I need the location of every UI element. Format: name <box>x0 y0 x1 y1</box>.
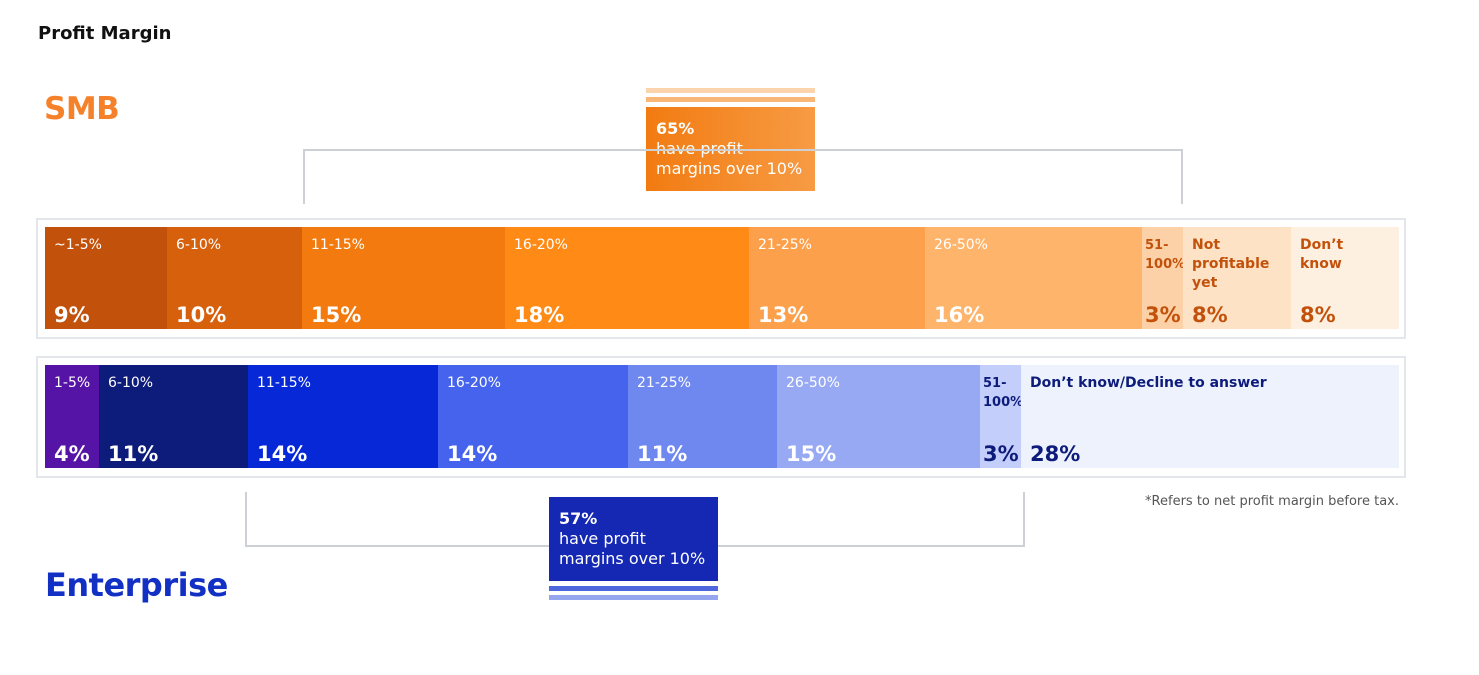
smb-segment-label: Not profitable yet <box>1192 237 1270 291</box>
enterprise-bar-row: 1-5% 4% 6-10% 11% 11-15% 14% 16-20% 14% 21-25% 11… <box>45 365 1399 468</box>
smb-bar-row: ~1-5% 9% 6-10% 10% 11-15% 15% 16-20% 18% 21-25% 1… <box>45 227 1399 329</box>
smb-segment: 21-25% 13% <box>749 227 925 329</box>
enterprise-segment-value: 28% <box>1030 442 1081 466</box>
smb-segment-label: 11-15% <box>311 237 365 253</box>
enterprise-segment-value: 14% <box>257 442 308 466</box>
smb-segment: 26-50% 16% <box>925 227 1142 329</box>
enterprise-segment-label: 11-15% <box>257 375 311 391</box>
smb-segment-value: 8% <box>1300 303 1336 327</box>
smb-segment: 11-15% 15% <box>302 227 505 329</box>
smb-group-label: SMB <box>44 91 120 127</box>
enterprise-segment-value: 14% <box>447 442 498 466</box>
enterprise-segment-label: 1-5% <box>54 375 91 391</box>
enterprise-segment-label: 21-25% <box>637 375 691 391</box>
smb-callout-stripe-2 <box>646 97 815 102</box>
smb-segment-value: 10% <box>176 303 227 327</box>
enterprise-segment: 6-10% 11% <box>99 365 248 468</box>
enterprise-segment-value: 4% <box>54 442 90 466</box>
enterprise-row-frame <box>36 356 1406 478</box>
smb-segment-value: 8% <box>1192 303 1228 327</box>
footnote: *Refers to net profit margin before tax. <box>1145 494 1399 509</box>
smb-row-frame <box>36 218 1406 339</box>
smb-segment-label: ~1-5% <box>54 237 102 253</box>
smb-callout-value: 65% <box>656 119 695 138</box>
enterprise-segment: 26-50% 15% <box>777 365 980 468</box>
smb-segment: Not profitable yet 8% <box>1183 227 1291 329</box>
smb-callout-text: have profit margins over 10% <box>656 139 803 178</box>
enterprise-segment: Don’t know/Decline to answer 28% <box>1021 365 1399 468</box>
enterprise-segment: 21-25% 11% <box>628 365 777 468</box>
enterprise-segment: 1-5% 4% <box>45 365 99 468</box>
smb-segment-label: Don’t know <box>1300 237 1344 272</box>
enterprise-group-label: Enterprise <box>45 566 228 604</box>
enterprise-callout: 57% have profit margins over 10% <box>549 497 718 581</box>
smb-segment-value: 13% <box>758 303 809 327</box>
smb-segment-label: 26-50% <box>934 237 988 253</box>
enterprise-callout-text: have profit margins over 10% <box>559 529 706 568</box>
enterprise-segment-label: Don’t know/Decline to answer <box>1030 375 1267 391</box>
smb-callout-stripe-1 <box>646 88 815 93</box>
smb-segment: Don’t know 8% <box>1291 227 1399 329</box>
smb-segment-label: 16-20% <box>514 237 568 253</box>
enterprise-segment: 16-20% 14% <box>438 365 628 468</box>
smb-segment: 51- 100% 3% <box>1142 227 1183 329</box>
enterprise-segment-label: 6-10% <box>108 375 154 391</box>
smb-segment-label: 51- 100% <box>1145 238 1183 272</box>
smb-segment-value: 18% <box>514 303 565 327</box>
enterprise-segment-label: 26-50% <box>786 375 840 391</box>
enterprise-segment-value: 11% <box>637 442 688 466</box>
enterprise-segment: 51- 100% 3% <box>980 365 1021 468</box>
smb-segment: ~1-5% 9% <box>45 227 167 329</box>
smb-bracket <box>303 149 1183 204</box>
enterprise-segment-label: 16-20% <box>447 375 501 391</box>
smb-segment-value: 3% <box>1145 303 1181 327</box>
smb-segment-value: 9% <box>54 303 90 327</box>
smb-segment-label: 21-25% <box>758 237 812 253</box>
enterprise-segment-label: 51- 100% <box>983 376 1021 410</box>
enterprise-callout-stripe-2 <box>549 595 718 600</box>
enterprise-callout-stripe-1 <box>549 586 718 591</box>
enterprise-segment-value: 11% <box>108 442 159 466</box>
smb-segment-value: 15% <box>311 303 362 327</box>
page-title: Profit Margin <box>38 23 172 44</box>
smb-segment: 6-10% 10% <box>167 227 302 329</box>
enterprise-segment-value: 15% <box>786 442 837 466</box>
smb-segment: 16-20% 18% <box>505 227 749 329</box>
enterprise-segment-value: 3% <box>983 442 1019 466</box>
smb-segment-value: 16% <box>934 303 985 327</box>
enterprise-callout-value: 57% <box>559 509 598 528</box>
enterprise-segment: 11-15% 14% <box>248 365 438 468</box>
smb-segment-label: 6-10% <box>176 237 222 253</box>
